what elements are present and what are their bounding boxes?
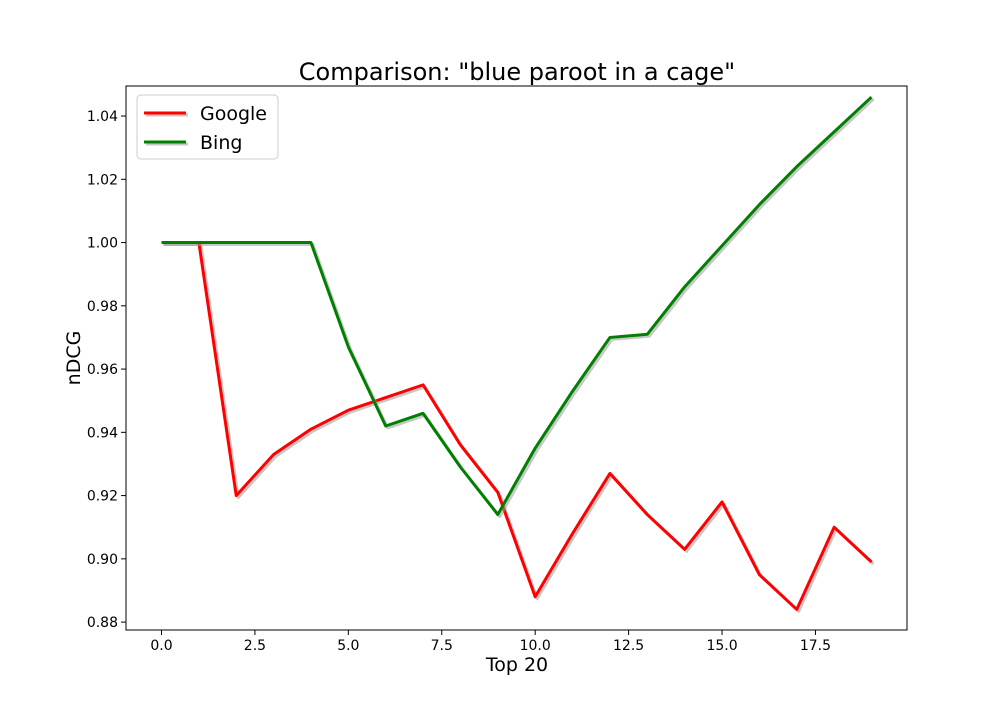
bing-line xyxy=(161,95,873,517)
y-tick-label: 1.00 xyxy=(87,236,118,252)
plot-frame xyxy=(125,85,908,631)
legend-label-bing: Bing xyxy=(200,132,242,154)
y-tick-label: 0.92 xyxy=(87,489,118,505)
x-axis: 0.0 2.5 5.0 7.5 10.0 12.5 15.0 17.5 xyxy=(150,630,831,654)
y-tick-label: 1.02 xyxy=(87,172,118,188)
x-tick-label: 17.5 xyxy=(800,638,831,654)
bing-line-shadow xyxy=(163,97,875,519)
x-tick-label: 12.5 xyxy=(613,638,644,654)
x-tick-label: 5.0 xyxy=(337,638,359,654)
legend: Google Bing xyxy=(136,94,279,160)
y-tick-label: 1.04 xyxy=(87,109,118,125)
y-tick-label: 0.94 xyxy=(87,425,118,441)
x-axis-label: Top 20 xyxy=(485,654,548,676)
x-tick-label: 2.5 xyxy=(244,638,266,654)
google-line xyxy=(161,241,873,611)
y-tick-label: 0.96 xyxy=(87,362,118,378)
legend-label-google: Google xyxy=(200,103,267,125)
x-tick-label: 0.0 xyxy=(150,638,172,654)
y-tick-label: 0.88 xyxy=(87,615,118,631)
plot-area xyxy=(161,95,875,613)
y-axis: 0.88 0.90 0.92 0.94 0.96 0.98 1.00 1.02 1.04 xyxy=(87,109,126,631)
y-axis-label: nDCG xyxy=(63,331,85,386)
y-tick-label: 0.90 xyxy=(87,552,118,568)
x-tick-label: 15.0 xyxy=(706,638,737,654)
chart-title: Comparison: "blue paroot in a cage" xyxy=(299,58,735,86)
x-tick-label: 7.5 xyxy=(431,638,453,654)
x-tick-label: 10.0 xyxy=(520,638,551,654)
y-tick-label: 0.98 xyxy=(87,299,118,315)
